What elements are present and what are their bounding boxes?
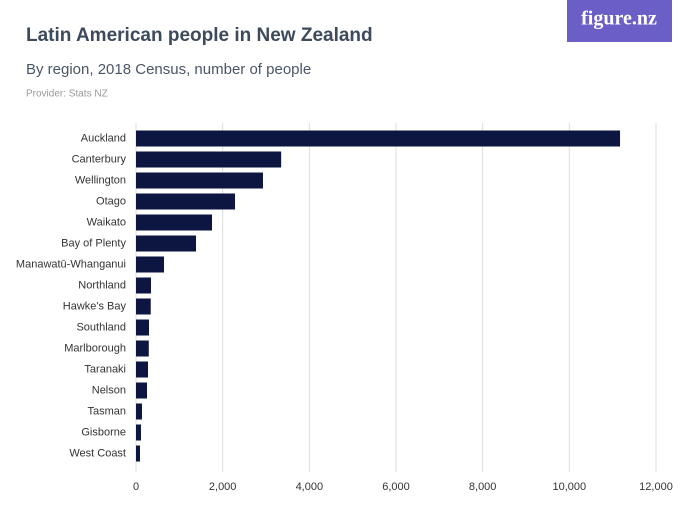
y-tick-label: Tasman bbox=[87, 405, 126, 417]
brand-logo: figure.nz bbox=[581, 8, 657, 30]
y-tick-label: Nelson bbox=[92, 384, 126, 396]
x-tick-label: 0 bbox=[133, 481, 139, 493]
bar bbox=[136, 151, 282, 168]
x-tick-label: 10,000 bbox=[553, 481, 587, 493]
bar bbox=[136, 382, 148, 399]
bar bbox=[136, 235, 197, 252]
bar bbox=[136, 403, 142, 420]
bar bbox=[136, 340, 149, 357]
y-tick-label: Manawatū-Whanganui bbox=[16, 258, 126, 270]
y-tick-label: Hawke's Bay bbox=[63, 300, 127, 312]
y-tick-label: Wellington bbox=[75, 174, 126, 186]
bar bbox=[136, 445, 140, 462]
bar bbox=[136, 319, 149, 336]
y-tick-label: Southland bbox=[76, 321, 126, 333]
y-tick-label: Bay of Plenty bbox=[61, 237, 126, 249]
brand-box bbox=[567, 0, 672, 42]
bar bbox=[136, 298, 151, 315]
y-tick-label: West Coast bbox=[69, 447, 126, 459]
chart-subtitle: By region, 2018 Census, number of people bbox=[26, 61, 311, 78]
y-tick-label: Gisborne bbox=[81, 426, 126, 438]
y-tick-label: Waikato bbox=[87, 216, 126, 228]
chart-title: Latin American people in New Zealand bbox=[26, 25, 373, 46]
y-tick-label: Marlborough bbox=[64, 342, 126, 354]
y-tick-label: Northland bbox=[78, 279, 126, 291]
provider: Provider: Stats NZ bbox=[26, 89, 108, 100]
bar bbox=[136, 361, 149, 378]
bar bbox=[136, 193, 236, 210]
y-tick-label: Auckland bbox=[81, 132, 126, 144]
x-tick-label: 6,000 bbox=[382, 481, 410, 493]
y-tick-label: Taranaki bbox=[84, 363, 126, 375]
bar bbox=[136, 256, 164, 273]
x-tick-label: 4,000 bbox=[296, 481, 324, 493]
x-tick-label: 8,000 bbox=[469, 481, 497, 493]
bar bbox=[136, 214, 213, 231]
x-tick-label: 12,000 bbox=[639, 481, 673, 493]
bar bbox=[136, 172, 263, 189]
y-tick-label: Otago bbox=[96, 195, 126, 207]
bar bbox=[136, 277, 151, 294]
y-tick-label: Canterbury bbox=[72, 153, 127, 165]
bar bbox=[136, 130, 621, 147]
x-tick-label: 2,000 bbox=[209, 481, 237, 493]
bar bbox=[136, 424, 141, 441]
